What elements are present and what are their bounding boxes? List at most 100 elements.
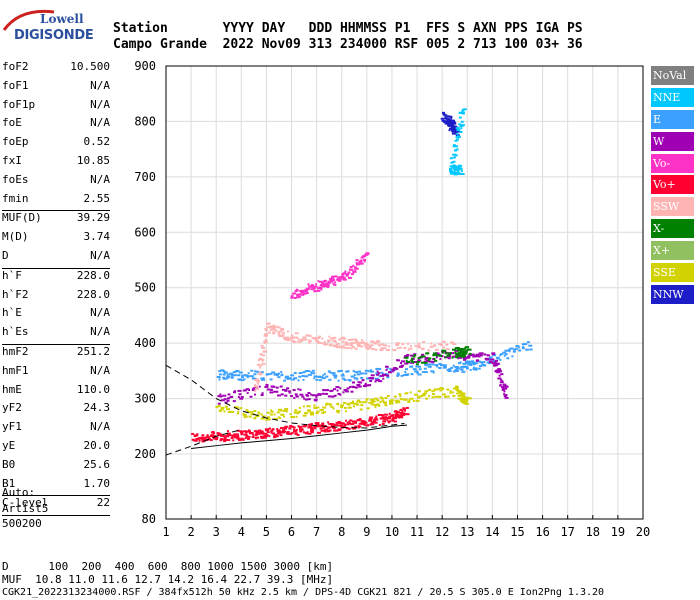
echo-point <box>441 111 445 114</box>
echo-point <box>393 395 397 398</box>
echo-point <box>220 437 224 440</box>
echo-point <box>352 346 356 349</box>
echo-point <box>459 391 463 394</box>
legend-item: Vo- <box>651 153 694 173</box>
echo-point <box>404 409 407 412</box>
echo-point <box>325 389 329 392</box>
plot-frame <box>165 65 644 520</box>
echo-point <box>450 172 454 175</box>
echo-point <box>457 397 461 400</box>
echo-point <box>325 404 328 407</box>
echo-point <box>291 292 296 295</box>
echo-point <box>396 372 400 375</box>
echo-point <box>474 367 478 370</box>
echo-point <box>358 422 362 425</box>
echo-point <box>454 145 459 148</box>
echo-point <box>406 353 410 356</box>
echo-point <box>436 388 440 391</box>
echo-point <box>294 430 298 433</box>
echo-point <box>321 377 326 380</box>
echo-point <box>262 436 267 439</box>
echo-point <box>499 354 502 357</box>
echo-point <box>349 379 352 382</box>
echo-point <box>281 388 285 391</box>
echo-point <box>275 374 279 377</box>
profile-curve <box>191 424 408 449</box>
echo-point <box>407 342 410 345</box>
echo-point <box>447 121 452 124</box>
echo-point <box>316 422 320 425</box>
echo-point <box>290 395 294 398</box>
echo-point <box>236 374 241 377</box>
echo-point <box>379 401 382 404</box>
y-tick-label: 500 <box>134 281 156 295</box>
echo-point <box>452 348 456 351</box>
param-name: yE <box>2 438 16 452</box>
echo-point <box>343 388 348 391</box>
echo-point <box>241 376 245 379</box>
y-tick-label: 400 <box>134 336 156 350</box>
echo-point <box>313 404 316 407</box>
echo-point <box>249 375 254 378</box>
echo-point <box>348 420 351 423</box>
echo-point <box>357 341 360 344</box>
x-tick-label: 6 <box>288 525 295 539</box>
echo-point <box>299 430 303 433</box>
echo-point <box>458 354 461 357</box>
echo-point <box>491 362 495 365</box>
echo-point <box>493 362 498 365</box>
echo-point <box>458 164 463 167</box>
echo-point <box>307 283 310 286</box>
param-value: N/A <box>90 97 110 111</box>
echo-point <box>240 396 244 399</box>
y-tick-label: 80 <box>142 512 156 526</box>
echo-point <box>394 410 398 413</box>
echo-point <box>230 376 234 379</box>
echo-point <box>336 409 341 412</box>
echo-point <box>493 361 497 364</box>
echo-point <box>464 402 469 405</box>
echo-point <box>425 352 429 355</box>
echo-point <box>260 431 264 434</box>
echo-point <box>432 371 435 374</box>
echo-point <box>328 423 333 426</box>
echo-point <box>284 394 288 397</box>
echo-point <box>404 354 409 357</box>
echo-point <box>342 344 345 347</box>
echo-point <box>241 438 245 441</box>
echo-point <box>487 354 491 357</box>
echo-point <box>279 385 283 388</box>
echo-point <box>304 288 308 291</box>
echo-point <box>469 368 472 371</box>
echo-point <box>342 346 346 349</box>
echo-point <box>387 345 390 348</box>
echo-point <box>503 390 506 393</box>
echo-point <box>253 410 257 413</box>
echo-point <box>245 388 250 391</box>
param-value: 25.6 <box>83 457 111 471</box>
echo-point <box>335 344 339 347</box>
echo-point <box>304 338 308 341</box>
echo-point <box>318 341 323 344</box>
echo-point <box>471 353 475 356</box>
echo-point <box>261 362 266 365</box>
echo-point <box>467 348 472 351</box>
echo-point <box>255 432 259 435</box>
echo-point <box>321 285 326 288</box>
param-divider <box>2 210 110 212</box>
echo-point <box>336 424 341 427</box>
echo-point <box>266 388 270 391</box>
echo-point <box>329 277 333 280</box>
param-name: fxI <box>2 153 22 167</box>
echo-point <box>323 279 327 282</box>
echo-point <box>365 400 368 403</box>
echo-point <box>254 383 257 386</box>
echo-point <box>353 402 358 405</box>
echo-point <box>399 412 404 415</box>
echo-point <box>488 358 492 361</box>
echo-point <box>449 123 454 126</box>
echo-point <box>452 364 455 367</box>
echo-point <box>254 370 257 373</box>
echo-point <box>306 405 311 408</box>
echo-point <box>253 373 257 376</box>
